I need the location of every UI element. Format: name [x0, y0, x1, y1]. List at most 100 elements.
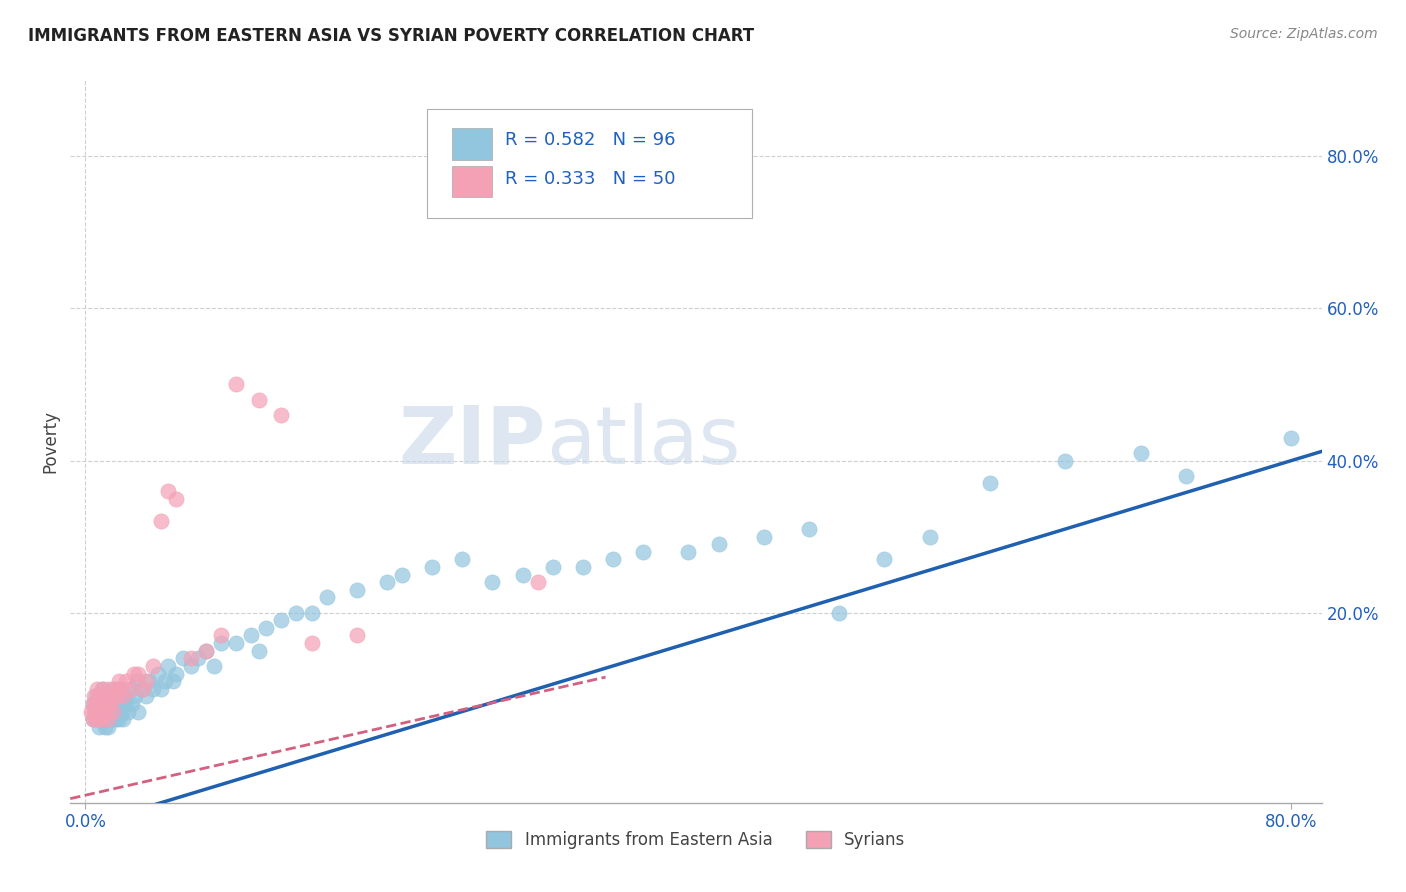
Point [149, 515, 172, 529]
Text: ZIP: ZIP [398, 402, 546, 481]
Point [301, 606, 323, 620]
Y-axis label: Poverty: Poverty [41, 410, 59, 473]
Text: R = 0.333   N = 50: R = 0.333 N = 50 [505, 169, 675, 187]
Point [84, 705, 107, 719]
Point [122, 666, 145, 681]
Point [157, 483, 180, 498]
Point [165, 491, 187, 506]
Point [225, 636, 247, 650]
Point [375, 575, 398, 590]
Point [101, 712, 124, 726]
Point [127, 666, 149, 681]
Point [84, 690, 107, 704]
Point [301, 636, 323, 650]
Point [96, 697, 118, 711]
Point [110, 705, 132, 719]
Point [98, 697, 121, 711]
Point [104, 712, 127, 726]
Point [346, 628, 368, 642]
Point [120, 681, 142, 696]
Point [180, 651, 202, 665]
Point [240, 628, 263, 642]
Point [100, 705, 122, 719]
Point [797, 522, 820, 536]
Point [112, 697, 135, 711]
Point [94, 690, 117, 704]
Point [82, 697, 104, 711]
Point [100, 690, 122, 704]
Point [209, 628, 232, 642]
Point [97, 705, 120, 719]
Point [180, 659, 202, 673]
Point [101, 697, 124, 711]
Point [678, 545, 700, 559]
Point [142, 681, 165, 696]
Point [225, 377, 247, 392]
Point [918, 530, 941, 544]
Point [97, 690, 120, 704]
Point [107, 697, 129, 711]
Point [107, 674, 129, 689]
Point [707, 537, 730, 551]
FancyBboxPatch shape [451, 166, 492, 197]
FancyBboxPatch shape [427, 109, 752, 218]
Point [117, 705, 139, 719]
Point [187, 651, 209, 665]
Point [80, 705, 103, 719]
Point [86, 712, 108, 726]
Point [391, 567, 413, 582]
Text: IMMIGRANTS FROM EASTERN ASIA VS SYRIAN POVERTY CORRELATION CHART: IMMIGRANTS FROM EASTERN ASIA VS SYRIAN P… [28, 27, 754, 45]
Point [100, 697, 122, 711]
Point [84, 697, 107, 711]
Point [451, 552, 474, 566]
Point [526, 575, 548, 590]
Point [91, 697, 114, 711]
Point [86, 697, 108, 711]
Point [97, 697, 120, 711]
Point [162, 674, 184, 689]
Legend: Immigrants from Eastern Asia, Syrians: Immigrants from Eastern Asia, Syrians [479, 824, 912, 856]
Point [115, 674, 138, 689]
Point [1129, 446, 1152, 460]
Point [135, 674, 157, 689]
Point [83, 690, 105, 704]
Point [105, 690, 128, 704]
Point [82, 712, 104, 726]
Point [103, 705, 125, 719]
Point [285, 606, 308, 620]
Point [155, 674, 177, 689]
Point [112, 690, 135, 704]
Point [89, 705, 111, 719]
Point [84, 712, 107, 726]
Point [541, 560, 564, 574]
Point [125, 674, 148, 689]
Point [420, 560, 443, 574]
Point [96, 712, 118, 726]
Point [101, 690, 124, 704]
Point [94, 690, 117, 704]
Point [93, 697, 115, 711]
Point [209, 636, 232, 650]
Point [315, 591, 337, 605]
Point [131, 681, 153, 696]
Point [195, 643, 218, 657]
Point [97, 720, 120, 734]
Point [89, 690, 111, 704]
Point [247, 392, 270, 407]
Point [346, 582, 368, 597]
Point [87, 720, 110, 734]
Point [129, 681, 152, 696]
Point [82, 697, 104, 711]
Point [94, 720, 117, 734]
Point [828, 606, 851, 620]
Point [202, 659, 225, 673]
Point [138, 674, 160, 689]
Point [86, 705, 108, 719]
Point [82, 712, 104, 726]
Point [107, 712, 129, 726]
Point [247, 643, 270, 657]
Point [1174, 468, 1197, 483]
Point [108, 681, 131, 696]
Point [89, 705, 111, 719]
Point [146, 666, 169, 681]
